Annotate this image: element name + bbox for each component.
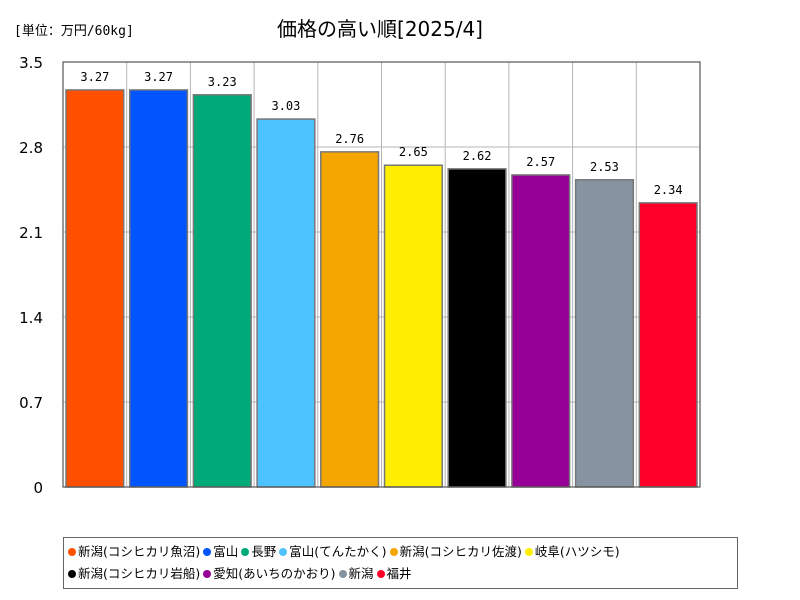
legend-swatch bbox=[203, 548, 212, 556]
legend-swatch bbox=[389, 548, 398, 556]
chart-title: 価格の高い順[2025/4] bbox=[277, 17, 483, 41]
legend: 新潟(コシヒカリ魚沼) 富山 長野 富山(てんたかく) 新潟(コシヒカリ佐渡) 岐阜(ハツ… bbox=[63, 537, 738, 589]
bar bbox=[320, 151, 380, 488]
legend-item: 長野 bbox=[241, 541, 276, 563]
legend-item: 新潟 bbox=[338, 563, 374, 585]
legend-item: 富山 bbox=[203, 541, 238, 563]
legend-label: 新潟(コシヒカリ岩船) bbox=[78, 566, 201, 581]
bar bbox=[447, 168, 507, 488]
bar bbox=[65, 89, 125, 488]
legend-item: 新潟(コシヒカリ岩船) bbox=[68, 563, 200, 585]
legend-label: 新潟(コシヒカリ佐渡) bbox=[399, 544, 522, 559]
bar bbox=[256, 118, 316, 488]
legend-item: 富山(てんたかく) bbox=[279, 541, 387, 563]
bar bbox=[638, 202, 698, 488]
legend-swatch bbox=[376, 570, 385, 578]
data-label: 3.03 bbox=[271, 99, 300, 113]
bar bbox=[383, 164, 443, 488]
legend-label: 富山(てんたかく) bbox=[289, 544, 387, 559]
data-label: 2.53 bbox=[590, 160, 619, 174]
plot-frame bbox=[62, 61, 701, 488]
legend-label: 新潟(コシヒカリ魚沼) bbox=[78, 544, 201, 559]
legend-swatch bbox=[68, 570, 76, 578]
bar bbox=[574, 179, 635, 488]
legend-swatch bbox=[279, 548, 288, 556]
legend-swatch bbox=[68, 548, 76, 556]
data-label: 2.34 bbox=[654, 183, 683, 197]
legend-swatch bbox=[241, 548, 250, 556]
legend-item: 新潟(コシヒカリ佐渡) bbox=[389, 541, 522, 563]
bar bbox=[192, 94, 252, 488]
legend-item: 福井 bbox=[376, 563, 412, 585]
legend-label: 愛知(あいちのかおり) bbox=[213, 566, 336, 581]
legend-item: 新潟(コシヒカリ魚沼) bbox=[68, 541, 200, 563]
y-tick-label: 2.1 bbox=[19, 224, 43, 242]
data-label: 3.27 bbox=[80, 70, 109, 84]
legend-swatch bbox=[524, 548, 533, 556]
legend-swatch bbox=[338, 570, 347, 578]
data-label: 2.62 bbox=[463, 149, 492, 163]
data-label: 2.57 bbox=[526, 155, 555, 169]
data-label: 2.65 bbox=[399, 145, 428, 159]
legend-item: 岐阜(ハツシモ) bbox=[524, 541, 620, 563]
bar-chart: 0 0.7 1.4 2.1 2.8 3.5 3.27 3.27 3.23 3.03 2.76 2.65… bbox=[19, 54, 701, 497]
legend-label: 福井 bbox=[386, 566, 412, 581]
data-label: 2.76 bbox=[335, 132, 364, 146]
legend-label: 富山 bbox=[213, 544, 239, 559]
legend-label: 新潟 bbox=[348, 566, 374, 581]
legend-swatch bbox=[203, 570, 212, 578]
legend-item: 愛知(あいちのかおり) bbox=[203, 563, 336, 585]
y-tick-label: 0.7 bbox=[19, 394, 43, 412]
y-tick-label: 3.5 bbox=[19, 54, 43, 72]
data-label: 3.27 bbox=[144, 70, 173, 84]
y-tick-label: 2.8 bbox=[19, 139, 43, 157]
y-tick-label: 1.4 bbox=[19, 309, 43, 327]
legend-label: 長野 bbox=[251, 544, 277, 559]
y-tick-label: 0 bbox=[33, 479, 43, 497]
legend-label: 岐阜(ハツシモ) bbox=[534, 544, 620, 559]
bar bbox=[128, 89, 189, 488]
data-label: 3.23 bbox=[208, 75, 237, 89]
bar bbox=[511, 174, 571, 488]
unit-label: [単位：万円/60kg] bbox=[14, 24, 134, 39]
